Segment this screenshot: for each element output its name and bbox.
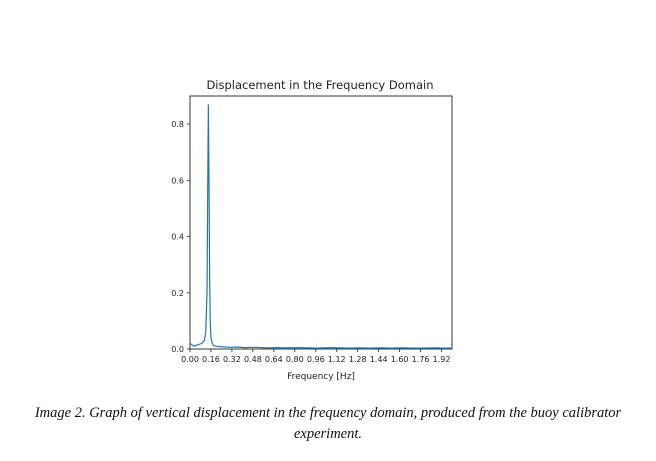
x-tick-label: 1.60 <box>391 355 409 364</box>
x-axis-label: Frequency [Hz] <box>287 372 355 382</box>
x-tick-label: 0.16 <box>202 355 220 364</box>
x-tick-label: 0.80 <box>286 355 304 364</box>
y-tick-label: 0.6 <box>171 176 184 185</box>
x-tick-label: 0.32 <box>223 355 241 364</box>
figure-caption: Image 2. Graph of vertical displacement … <box>34 405 622 442</box>
x-tick-label: 0.96 <box>307 355 325 364</box>
x-tick-label: 1.28 <box>349 355 367 364</box>
chart: Displacement in the Frequency Domain 0.0… <box>171 78 453 382</box>
y-axis-ticks: 0.0 0.2 0.4 0.6 0.8 <box>171 120 190 354</box>
chart-title: Displacement in the Frequency Domain <box>206 78 433 92</box>
y-tick-label: 0.2 <box>171 289 184 298</box>
x-tick-label: 0.00 <box>181 355 199 364</box>
y-tick-label: 0.0 <box>171 345 184 354</box>
x-tick-label: 1.76 <box>412 355 430 364</box>
y-tick-label: 0.4 <box>171 233 184 242</box>
x-tick-label: 1.44 <box>370 355 388 364</box>
x-tick-label: 0.64 <box>265 355 283 364</box>
x-tick-label: 1.12 <box>328 355 346 364</box>
series-line <box>189 104 452 349</box>
x-tick-label: 0.48 <box>244 355 262 364</box>
x-axis-ticks: 0.00 0.16 0.32 0.48 0.64 0.80 0.96 1.12 1.28 1.44… <box>181 349 450 364</box>
x-tick-label: 1.92 <box>433 355 451 364</box>
y-tick-label: 0.8 <box>171 120 184 129</box>
plot-frame <box>189 95 453 350</box>
